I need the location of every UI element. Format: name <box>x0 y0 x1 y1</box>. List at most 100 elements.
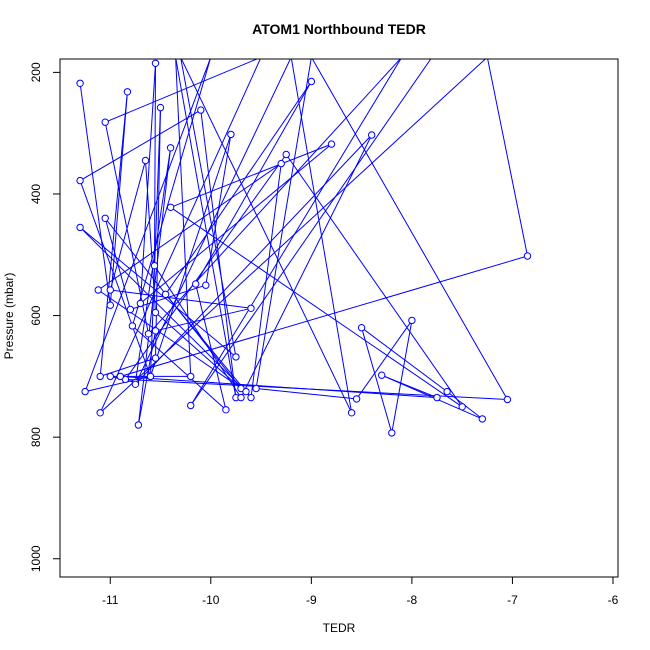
series-line-segment <box>165 293 252 398</box>
data-point <box>347 409 356 417</box>
series-line-segment <box>84 59 211 392</box>
series-line-segment <box>180 59 353 414</box>
series-line-segment <box>150 134 232 377</box>
data-point <box>123 88 132 96</box>
data-point <box>282 150 290 159</box>
series-line-segment <box>79 83 111 306</box>
data-point <box>94 286 102 294</box>
data-point <box>76 223 84 232</box>
x-tick-label: -11 <box>102 593 119 607</box>
data-point <box>368 131 376 139</box>
series-line-segment <box>190 59 402 406</box>
data-point <box>408 316 416 325</box>
x-tick-label: -7 <box>507 593 518 607</box>
data-point <box>76 176 84 185</box>
series-line-segment <box>154 265 242 398</box>
series-line-segment <box>124 154 287 380</box>
series-line-segment <box>356 320 413 400</box>
y-tick-label: 600 <box>29 305 43 325</box>
data-point <box>101 118 109 126</box>
data-point <box>352 395 361 403</box>
series-line-segment <box>97 289 247 393</box>
data-point <box>131 380 140 388</box>
data-point <box>202 281 210 289</box>
x-tick-label: -8 <box>407 593 418 607</box>
chart-title: ATOM1 Northbound TEDR <box>252 21 426 37</box>
series-line-segment <box>255 59 312 389</box>
data-point <box>247 393 255 402</box>
series-line-segment <box>170 143 332 208</box>
x-axis: -11 -10 -9 -8 -7 -6 <box>102 577 619 607</box>
series-line-segment <box>135 134 373 385</box>
series-line-segment <box>195 283 227 410</box>
data-point <box>106 301 115 309</box>
y-axis-label: Pressure (mbar) <box>2 273 16 360</box>
series-line-segment <box>256 388 357 400</box>
x-tick-label: -6 <box>608 593 619 607</box>
x-tick-label: -9 <box>306 593 317 607</box>
y-tick-label: 800 <box>29 427 43 447</box>
series-line-segment <box>175 59 237 398</box>
series-line-segment <box>487 59 528 257</box>
series-line-segment <box>140 143 332 304</box>
series-line-segment <box>99 91 128 377</box>
data-point <box>307 77 316 86</box>
series-points <box>76 59 532 437</box>
data-point <box>136 299 145 308</box>
data-point <box>503 395 512 404</box>
data-point <box>146 372 155 381</box>
plot-frame <box>59 58 619 578</box>
data-point <box>128 322 137 330</box>
data-point <box>197 106 205 114</box>
data-point <box>96 372 104 381</box>
series-line-segment <box>137 147 172 426</box>
data-point <box>76 79 84 88</box>
data-point <box>192 280 200 288</box>
data-point <box>101 214 109 223</box>
series-line-segment <box>311 59 508 400</box>
data-point <box>156 103 165 112</box>
series-line-segment <box>190 59 432 406</box>
data-point <box>106 286 115 294</box>
data-point <box>151 354 160 362</box>
series-line-segment <box>381 374 438 399</box>
series-line-segment <box>154 63 156 266</box>
data-point <box>478 415 486 423</box>
data-point <box>187 401 195 410</box>
series-line-segment <box>79 109 202 182</box>
y-axis: 200 400 600 800 1000 <box>29 62 60 572</box>
series-line-segment <box>391 320 413 433</box>
series-line-segment <box>79 227 247 392</box>
data-point <box>141 156 150 165</box>
series-line-segment <box>145 160 156 313</box>
series-line-segment <box>200 110 237 398</box>
data-point <box>150 262 159 270</box>
series-line-segment <box>104 218 131 310</box>
series-line-segment <box>170 206 463 408</box>
data-point <box>144 330 153 338</box>
series-line-segment <box>148 59 401 335</box>
data-point <box>247 304 255 312</box>
y-tick-label: 200 <box>29 62 43 82</box>
series-line-segment <box>109 91 128 306</box>
data-point <box>187 372 195 381</box>
data-point <box>151 327 160 335</box>
data-point <box>523 252 532 260</box>
data-point <box>237 393 245 402</box>
data-point <box>227 130 235 139</box>
data-point <box>106 372 115 381</box>
series-line-segment <box>361 327 393 434</box>
series-line-segment <box>240 134 373 398</box>
data-point <box>443 387 451 396</box>
data-point <box>242 387 250 396</box>
data-point <box>277 159 285 168</box>
plot-area <box>76 59 532 437</box>
series-line-segment <box>105 59 259 123</box>
data-point <box>232 353 240 361</box>
series-line-segment <box>361 327 448 393</box>
data-point <box>357 324 366 332</box>
series-line-segment <box>99 59 261 414</box>
data-point <box>151 308 160 317</box>
data-point <box>222 406 230 414</box>
